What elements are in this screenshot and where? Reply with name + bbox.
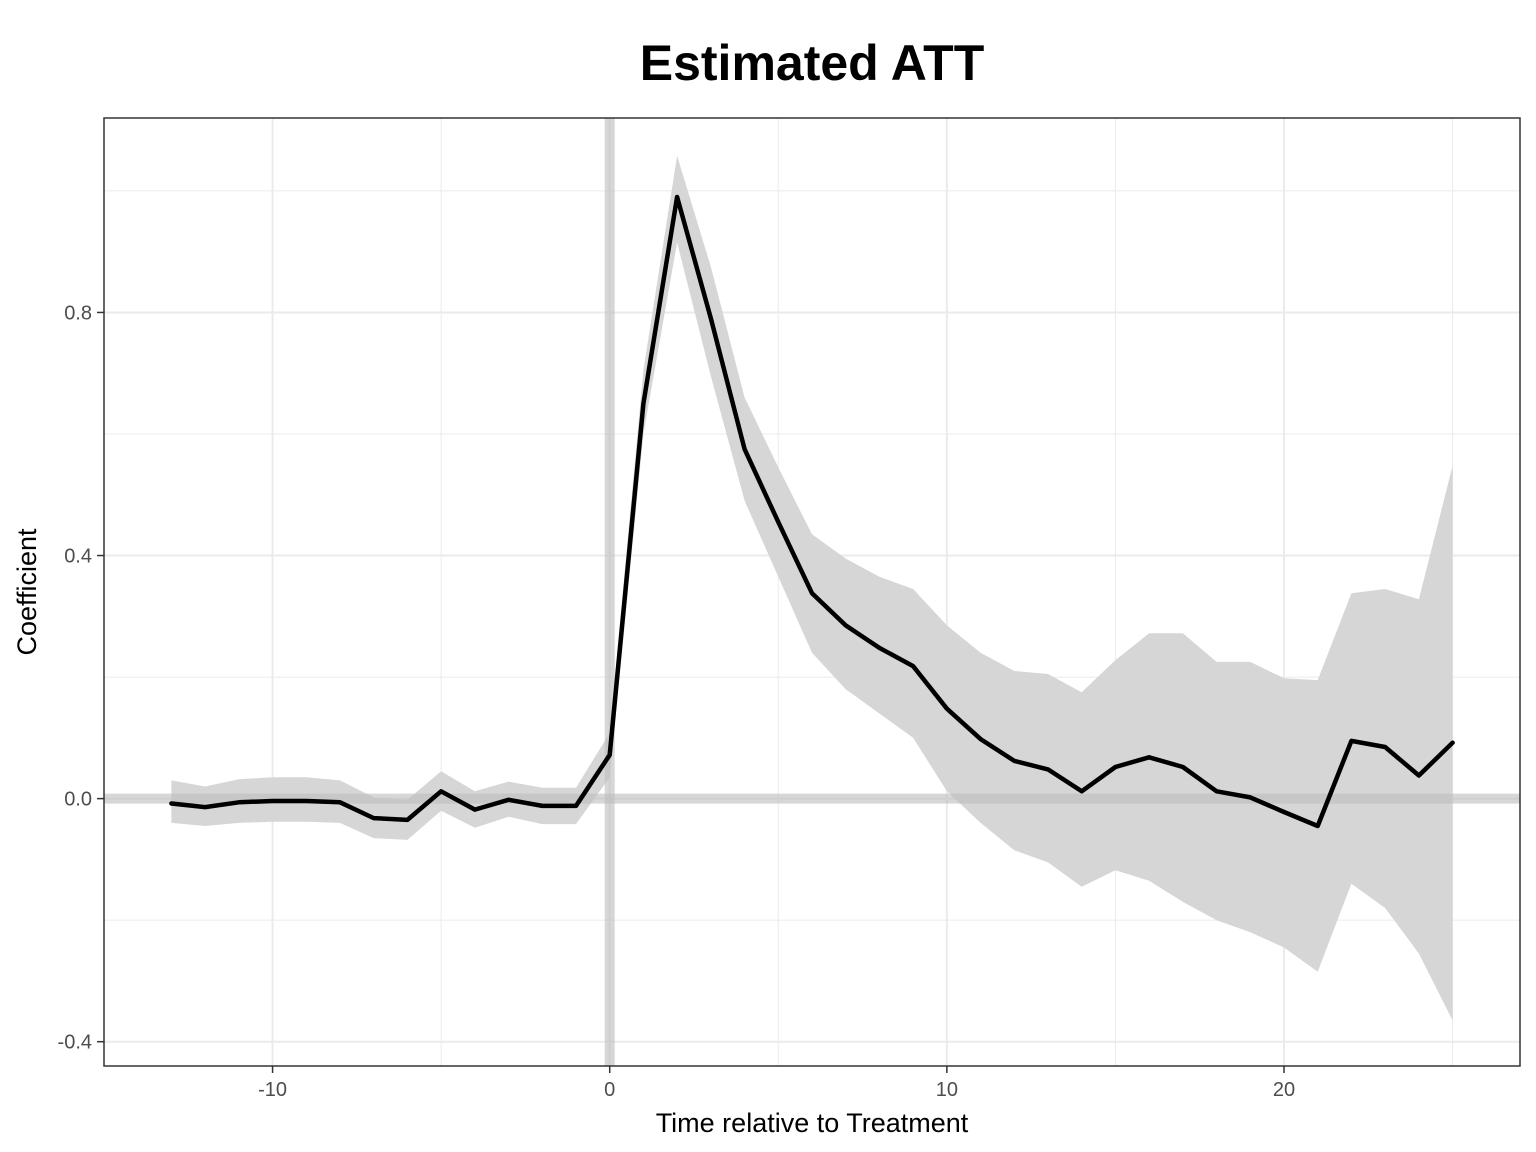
y-axis-ticks: -0.4 0.0 0.4 0.8 — [58, 302, 104, 1054]
y-axis-title: Coefficient — [12, 528, 42, 656]
x-tick-label: 20 — [1273, 1079, 1295, 1101]
estimate-line-layer — [169, 194, 1455, 829]
x-tick-label: -10 — [258, 1079, 287, 1101]
x-tick-label: 10 — [936, 1079, 958, 1101]
chart-title: Estimated ATT — [640, 35, 984, 91]
y-tick-label: 0.0 — [64, 789, 92, 811]
y-tick-label: 0.4 — [64, 546, 92, 568]
panel-border — [103, 117, 1521, 1067]
y-tick-label: -0.4 — [58, 1032, 92, 1054]
estimate-line — [169, 194, 1455, 829]
x-axis-title: Time relative to Treatment — [656, 1108, 969, 1138]
reference-lines — [104, 118, 1520, 1066]
y-tick-label: 0.8 — [64, 302, 92, 324]
x-tick-label: 0 — [604, 1079, 615, 1101]
x-axis-ticks: -10 0 10 20 — [258, 1066, 1295, 1101]
